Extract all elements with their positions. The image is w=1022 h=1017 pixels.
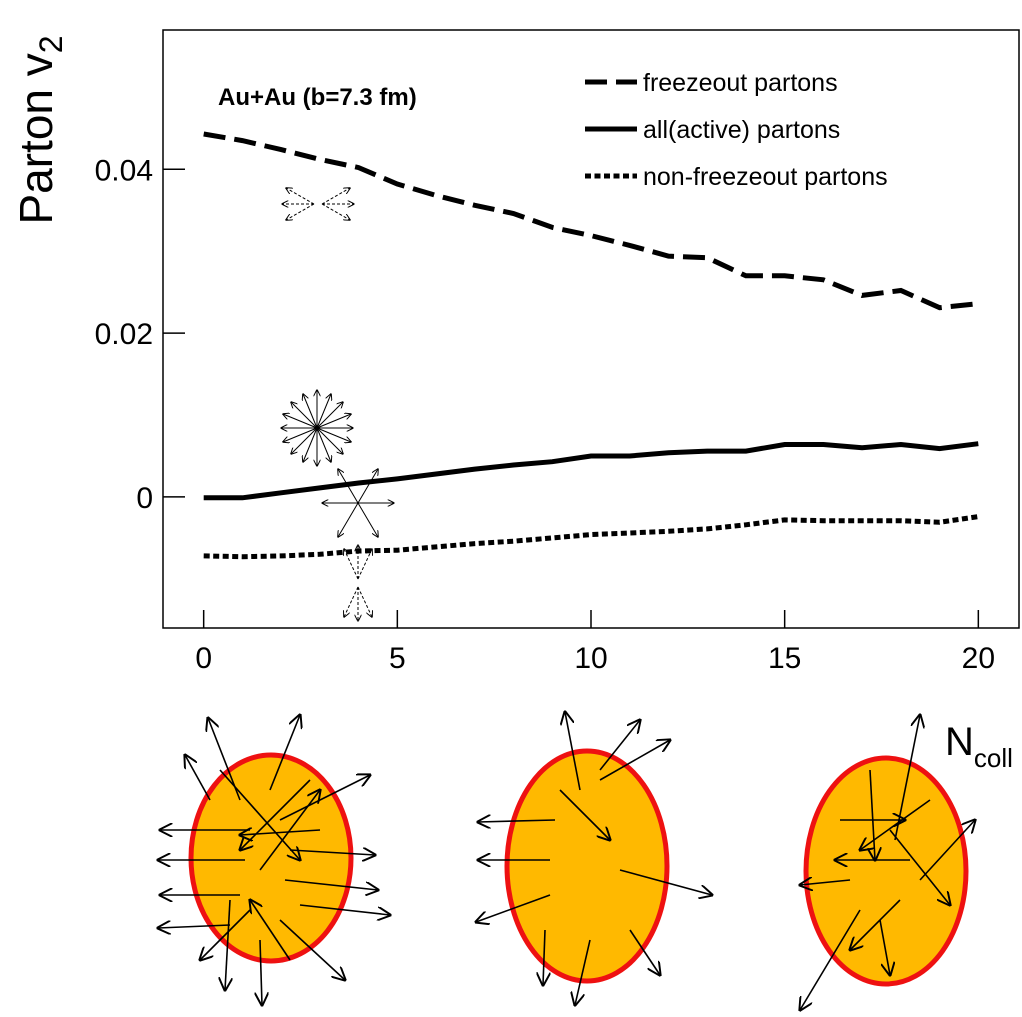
x-tick-label: 0 bbox=[195, 642, 212, 675]
y-label-text: Parton v2 bbox=[10, 35, 69, 224]
x-label-sub: coll bbox=[974, 743, 1013, 773]
illustration-active bbox=[476, 712, 712, 1005]
icon-freezeout bbox=[282, 188, 354, 220]
series-line bbox=[203, 131, 979, 311]
y-tick-label: 0.04 bbox=[95, 154, 153, 187]
legend-label: freezeout partons bbox=[643, 69, 838, 97]
x-tick-label: 10 bbox=[574, 642, 607, 675]
series-line bbox=[203, 514, 979, 560]
y-tick-label: 0.02 bbox=[95, 318, 153, 351]
y-label-main: Parton v bbox=[10, 53, 62, 224]
illustration-freezeout bbox=[800, 715, 975, 1010]
legend-label: all(active) partons bbox=[643, 116, 840, 144]
x-tick-label: 15 bbox=[768, 642, 801, 675]
x-label-main: N bbox=[945, 720, 974, 764]
legend-label: non-freezeout partons bbox=[643, 163, 888, 191]
y-axis-label: Parton v2 bbox=[10, 35, 69, 224]
illustration-all bbox=[158, 715, 390, 1005]
annotation: Au+Au (b=7.3 fm) bbox=[218, 84, 417, 111]
icon-non-freezeout bbox=[344, 545, 372, 621]
x-tick-label: 5 bbox=[389, 642, 406, 675]
icon-isotropic bbox=[281, 390, 353, 466]
x-tick-label: 20 bbox=[962, 642, 995, 675]
series-line bbox=[203, 441, 979, 501]
x-label-text: Ncoll bbox=[945, 720, 1013, 773]
y-label-sub: 2 bbox=[33, 35, 69, 53]
plot-frame bbox=[162, 29, 1020, 629]
y-tick-label: 0 bbox=[136, 482, 153, 515]
